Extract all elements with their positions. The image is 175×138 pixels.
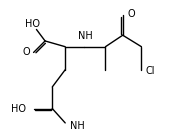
Text: HO: HO [25,19,40,29]
Text: O: O [23,47,30,57]
Text: Cl: Cl [146,66,155,76]
Text: NH: NH [78,31,93,41]
Text: HO: HO [11,104,26,114]
Text: O: O [127,9,135,19]
Text: NH: NH [69,121,84,131]
